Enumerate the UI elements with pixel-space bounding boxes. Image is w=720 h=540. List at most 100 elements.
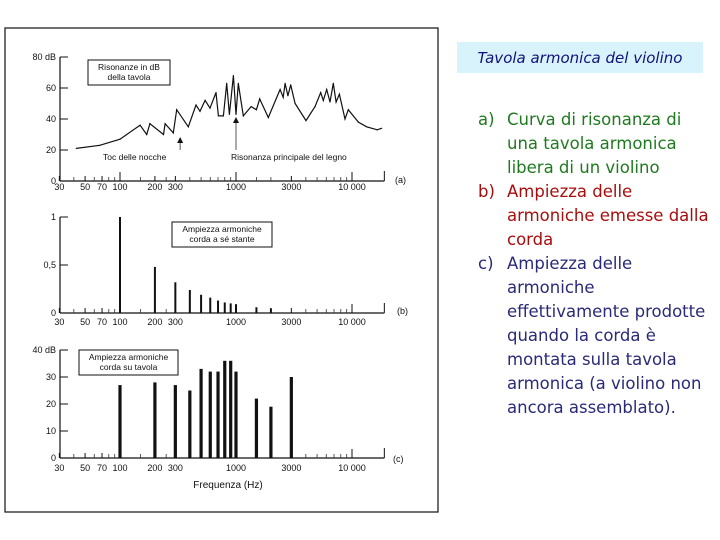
harmonic-bar [223, 360, 227, 458]
annotation-label: Risonanza principale del legno [231, 152, 347, 162]
legend-box [78, 349, 179, 376]
x-tick-label: 50 [80, 317, 90, 327]
y-tick-label: 40 dB [32, 345, 56, 355]
data-point [149, 123, 151, 125]
x-tick-label: 100 [112, 182, 127, 192]
x-tick-label: 3000 [281, 463, 301, 473]
x-tick-label: 70 [97, 317, 107, 327]
data-point [279, 88, 281, 91]
list-text: Ampiezza delle armoniche effettivamente … [507, 254, 706, 417]
data-point [235, 113, 237, 115]
data-point [172, 132, 174, 134]
data-point [176, 109, 178, 111]
data-point [326, 88, 328, 91]
data-point [209, 107, 211, 109]
harmonic-bar [229, 360, 233, 458]
harmonic-bar [255, 307, 258, 313]
list-item-b: b) Ampiezza delle armoniche emesse dalla … [478, 180, 713, 252]
data-point [259, 98, 261, 100]
data-point [222, 115, 224, 117]
data-point [357, 121, 359, 123]
list-text: Curva di risonanza di una tavola armonic… [507, 110, 682, 177]
x-tick-label: 50 [80, 182, 90, 192]
data-point [267, 116, 269, 119]
data-point [282, 96, 284, 98]
y-tick-label: 20 [46, 145, 56, 155]
data-point [242, 115, 244, 117]
data-point [199, 110, 201, 112]
x-tick-label: 30 [54, 182, 64, 192]
harmonic-bar [289, 377, 293, 458]
x-tick-label: 1000 [226, 463, 246, 473]
x-tick-label: 300 [168, 317, 183, 327]
chart-panel-c: 0 10 20 30 40 dB 30 50 70 100 200 300 1000 3000 10 00… [32, 345, 403, 473]
x-tick-label: 30 [54, 317, 64, 327]
data-point [305, 119, 307, 122]
resonance-curve [76, 75, 382, 149]
y-tick-label: 0 [51, 453, 56, 463]
harmonic-bar [223, 302, 226, 313]
y-tick-label: 0,5 [43, 260, 56, 270]
data-point [284, 82, 286, 84]
x-tick-label: 1000 [226, 317, 246, 327]
data-point [255, 109, 258, 111]
data-point [366, 126, 368, 128]
data-point [99, 144, 101, 146]
x-tick-label: 3000 [281, 182, 301, 192]
y-tick-label: 0 [51, 308, 56, 318]
x-tick-label: 100 [112, 317, 127, 327]
data-point [232, 75, 234, 77]
x-axis-label: Frequenza (Hz) [193, 480, 262, 491]
harmonic-bar [269, 308, 272, 313]
data-point [344, 118, 346, 120]
data-point [75, 147, 77, 150]
data-point [332, 82, 334, 84]
harmonic-bar [119, 217, 121, 313]
data-point [215, 92, 217, 94]
data-point [376, 129, 378, 131]
legend-text: corda a sé stante [189, 234, 254, 244]
annotation-label: Toc delle nocche [103, 152, 167, 162]
harmonic-bar [188, 289, 191, 313]
slide-title: Tavola armonica del violino [477, 48, 683, 67]
y-tick-label: 80 dB [32, 52, 56, 62]
legend-text: corda su tavola [100, 362, 158, 372]
x-tick-label: 3000 [281, 317, 301, 327]
legend-text: Ampiezza armoniche [89, 352, 169, 362]
data-point [164, 123, 166, 125]
x-tick-label: 10 000 [338, 463, 366, 473]
harmonic-bar [174, 282, 177, 313]
data-point [139, 124, 141, 126]
x-tick-label: 1000 [226, 182, 246, 192]
harmonic-bar [254, 398, 259, 458]
y-tick-label: 30 [46, 372, 56, 382]
y-tick-label: 10 [46, 426, 56, 436]
panel-label: (a) [395, 175, 406, 185]
data-point [204, 99, 206, 101]
harmonic-bar [235, 304, 237, 313]
data-point [287, 95, 289, 97]
x-tick-label: 300 [168, 463, 183, 473]
x-tick-label: 200 [147, 317, 162, 327]
list-marker: a) [478, 110, 495, 129]
data-point [146, 133, 148, 136]
harmonic-bar [188, 390, 192, 458]
data-point [195, 104, 197, 106]
data-point [119, 138, 121, 140]
data-point [250, 106, 252, 108]
data-point [237, 82, 239, 84]
panel-label: (b) [397, 306, 408, 316]
data-point [187, 126, 189, 128]
x-tick-label: 50 [80, 463, 90, 473]
y-tick-label: 20 [46, 399, 56, 409]
list-marker: c) [478, 254, 494, 273]
x-tick-label: 200 [147, 182, 162, 192]
data-point [329, 101, 331, 103]
harmonic-bar [199, 368, 203, 458]
data-point [335, 101, 337, 103]
list-text: Ampiezza delle armoniche emesse dalla co… [507, 182, 709, 249]
harmonic-bar [173, 385, 177, 458]
x-tick-label: 30 [54, 463, 64, 473]
data-point [228, 113, 230, 115]
